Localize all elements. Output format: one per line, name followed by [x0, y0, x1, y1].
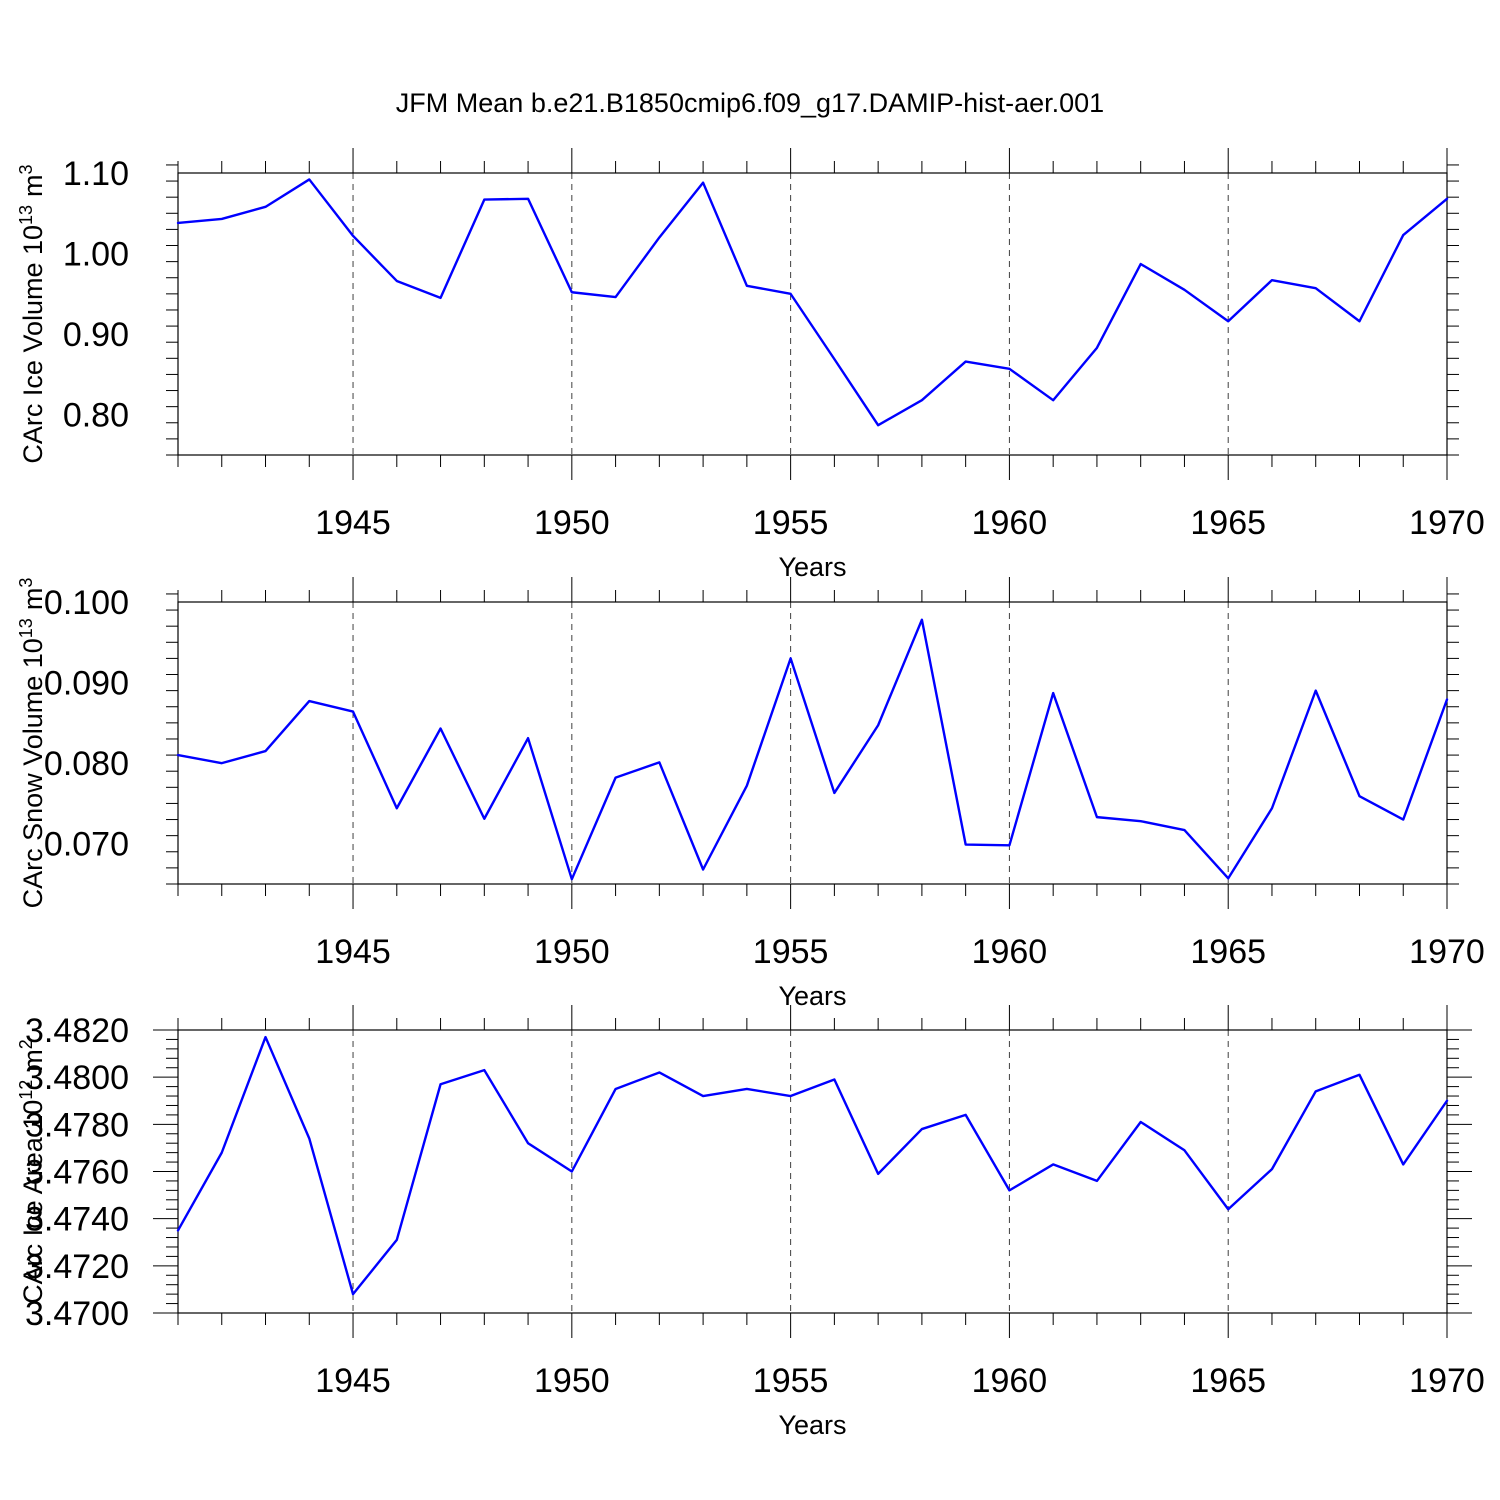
ice-volume-plot-frame	[177, 172, 1448, 456]
ice-area-plot-frame	[177, 1029, 1448, 1314]
figure-title: JFM Mean b.e21.B1850cmip6.f09_g17.DAMIP-…	[396, 88, 1104, 118]
ice-area-y-axis-title-exponent: 12	[16, 1080, 36, 1100]
ice-area-x-tick-label: 1950	[534, 1362, 610, 1400]
snow-volume-y-axis-title: CArc Snow Volume 1013 m3	[16, 578, 48, 909]
ice-area-y-tick-label: 3.4780	[25, 1106, 129, 1144]
ice-volume-x-axis-title: Years	[778, 552, 846, 582]
ice-area-y-axis-title: CArc Ice Area 1012 m2	[16, 1039, 48, 1304]
ice-area-series-line	[176, 1035, 1449, 1296]
ice-volume-x-tick-label: 1950	[534, 504, 610, 542]
snow-volume-y-axis-title-text: CArc Snow Volume 10	[18, 638, 48, 908]
ice-area-y-tick-label: 3.4700	[25, 1295, 129, 1333]
snow-volume-y-axis-title-unit-exponent: 3	[16, 578, 36, 588]
ice-volume-y-tick-label: 1.00	[63, 236, 129, 274]
snow-volume-x-tick-label: 1960	[972, 933, 1048, 971]
snow-volume-y-tick-label: 0.080	[44, 745, 129, 783]
ice-volume-y-axis-title-unit: m	[18, 174, 48, 197]
ice-volume-series-line	[176, 178, 1449, 427]
snow-volume-x-tick-label: 1950	[534, 933, 610, 971]
ice-area-y-axis-title-unit-exponent: 2	[16, 1039, 36, 1049]
snow-volume-x-tick-label: 1955	[753, 933, 829, 971]
snow-volume-y-tick-label: 0.070	[44, 826, 129, 864]
ice-area-y-tick-label: 3.4740	[25, 1201, 129, 1239]
ice-area-x-tick-label: 1960	[972, 1362, 1048, 1400]
ice-area-x-axis-title: Years	[778, 1410, 846, 1440]
ice-volume-x-tick-label: 1970	[1409, 504, 1485, 542]
ice-volume-y-axis-title-text: CArc Ice Volume 10	[18, 225, 48, 464]
ice-volume-panel: 1945 1950 1955 1960 1965 1970 Years 0.80 0.90 1.0…	[16, 148, 1485, 582]
snow-volume-series-line	[176, 618, 1449, 881]
ice-area-x-tick-label: 1970	[1409, 1362, 1485, 1400]
snow-volume-y-axis-title-unit: m	[18, 588, 48, 611]
snow-volume-y-axis-title-exponent: 13	[16, 618, 36, 638]
snow-volume-plot-frame	[177, 601, 1448, 885]
ice-area-y-axis-title-text: CArc Ice Area 10	[18, 1100, 48, 1304]
ice-area-y-tick-label: 3.4760	[25, 1154, 129, 1192]
ice-volume-y-axis-title-exponent: 13	[16, 205, 36, 225]
snow-volume-x-tick-label: 1965	[1190, 933, 1266, 971]
ice-volume-y-tick-label: 1.10	[63, 155, 129, 193]
snow-volume-x-tick-label: 1970	[1409, 933, 1485, 971]
ice-area-panel: 1945 1950 1955 1960 1965 1970 Years 3.4700 3.472…	[16, 1005, 1485, 1440]
snow-volume-x-tick-label: 1945	[315, 933, 391, 971]
ice-area-y-tick-label: 3.4800	[25, 1059, 129, 1097]
ice-area-y-axis-title-unit: m	[18, 1049, 48, 1072]
ice-volume-y-axis-title: CArc Ice Volume 1013 m3	[16, 164, 48, 463]
ice-volume-y-tick-label: 0.90	[63, 316, 129, 354]
ice-area-y-tick-label: 3.4820	[25, 1012, 129, 1050]
snow-volume-x-axis-title: Years	[778, 981, 846, 1011]
ice-area-x-tick-label: 1945	[315, 1362, 391, 1400]
ice-area-x-tick-label: 1955	[753, 1362, 829, 1400]
ice-volume-y-axis-title-unit-exponent: 3	[16, 164, 36, 174]
ice-volume-x-tick-label: 1965	[1190, 504, 1266, 542]
ice-volume-x-tick-label: 1955	[753, 504, 829, 542]
snow-volume-y-tick-label: 0.100	[44, 584, 129, 622]
ice-area-y-tick-label: 3.4720	[25, 1248, 129, 1286]
snow-volume-panel: 1945 1950 1955 1960 1965 1970 Years 0.070 0.080 0…	[16, 577, 1485, 1011]
ice-volume-y-tick-label: 0.80	[63, 397, 129, 435]
ice-volume-x-tick-label: 1945	[315, 504, 391, 542]
ice-area-x-tick-label: 1965	[1190, 1362, 1266, 1400]
snow-volume-y-tick-label: 0.090	[44, 665, 129, 703]
ice-volume-x-tick-label: 1960	[972, 504, 1048, 542]
